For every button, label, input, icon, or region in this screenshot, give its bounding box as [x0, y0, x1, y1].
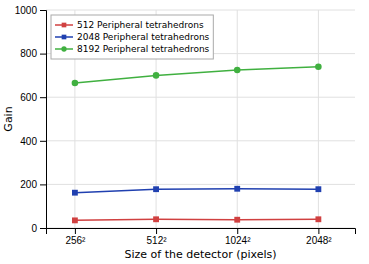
- series: [72, 63, 322, 86]
- series-point: [234, 217, 240, 223]
- x-tick-mark: [318, 228, 319, 234]
- legend: 512 Peripheral tetrahedrons 2048 Peripher…: [51, 15, 213, 59]
- series-point: [153, 186, 159, 192]
- legend-swatch-marker: [62, 35, 67, 40]
- x-tick: 1024²: [225, 228, 251, 246]
- grid-line-x: [318, 10, 319, 228]
- y-tick: 800: [20, 48, 46, 59]
- y-tick: 0: [31, 223, 46, 234]
- y-tick-mark: [40, 141, 46, 142]
- legend-swatch-marker: [62, 23, 67, 28]
- y-tick: 400: [20, 136, 46, 147]
- plot: 256² 512² 1024² 2048² 0 200 400 600 800 1000 512 P…: [15, 5, 356, 246]
- x-axis-title: Size of the detector (pixels): [124, 248, 276, 261]
- x-tick-label: 256²: [65, 235, 86, 246]
- y-tick-label: 800: [20, 48, 37, 59]
- x-tick-label: 512²: [147, 235, 168, 246]
- y-tick-label: 200: [20, 179, 37, 190]
- series-point: [72, 80, 79, 87]
- y-tick-mark: [40, 97, 46, 98]
- series-line: [75, 67, 318, 83]
- series-point: [153, 216, 159, 222]
- marks: [72, 63, 322, 223]
- y-tick-mark: [40, 10, 46, 11]
- legend-box: [51, 15, 213, 59]
- legend-swatch-marker: [61, 46, 66, 51]
- legend-item: 8192 Peripheral tetrahedrons: [55, 44, 210, 54]
- grid-line-y: [46, 184, 355, 185]
- y-tick-label: 1000: [15, 5, 38, 16]
- legend-label: 8192 Peripheral tetrahedrons: [77, 44, 210, 54]
- y-tick-label: 0: [31, 223, 37, 234]
- x-tick-mark: [75, 228, 76, 234]
- x-tick: 2048²: [306, 228, 332, 246]
- legend-label: 512 Peripheral tetrahedrons: [77, 20, 204, 30]
- x-tick-label: 2048²: [306, 235, 332, 246]
- series-point: [234, 67, 241, 74]
- grid-line-y: [46, 10, 355, 11]
- series-line: [75, 219, 318, 220]
- y-tick: 1000: [15, 5, 46, 16]
- grid: [46, 10, 355, 228]
- y-axis-line: [40, 11, 47, 229]
- series-point: [315, 63, 322, 70]
- series-point: [315, 186, 321, 192]
- y-tick-mark: [40, 228, 46, 229]
- grid-line-y: [46, 97, 355, 98]
- y-tick: 200: [20, 179, 46, 190]
- y-tick-mark: [40, 54, 46, 55]
- legend-label: 2048 Peripheral tetrahedrons: [77, 32, 210, 42]
- series: [72, 216, 321, 223]
- x-tick-mark: [237, 228, 238, 234]
- series-point: [315, 216, 321, 222]
- x-tick: 256²: [65, 228, 86, 246]
- x-axis-line: [47, 229, 356, 235]
- x-tick-label: 1024²: [225, 235, 251, 246]
- y-tick: 600: [20, 92, 46, 103]
- grid-line-x: [237, 10, 238, 228]
- chart: 256² 512² 1024² 2048² 0 200 400 600 800 1000 512 P…: [0, 0, 369, 264]
- y-tick-mark: [40, 184, 46, 185]
- y-axis: 0 200 400 600 800 1000: [15, 5, 47, 234]
- x-axis: 256² 512² 1024² 2048²: [47, 228, 356, 246]
- legend-item: 512 Peripheral tetrahedrons: [55, 20, 204, 30]
- series-point: [72, 217, 78, 223]
- series-line: [75, 189, 318, 193]
- series-point: [234, 186, 240, 192]
- y-axis-title: Gain: [2, 106, 15, 131]
- series-point: [72, 190, 78, 196]
- x-tick-mark: [156, 228, 157, 234]
- legend-item: 2048 Peripheral tetrahedrons: [55, 32, 210, 42]
- series: [72, 186, 321, 196]
- grid-line-y: [46, 140, 355, 141]
- y-tick-label: 600: [20, 92, 37, 103]
- y-tick-label: 400: [20, 136, 37, 147]
- series-point: [153, 72, 160, 79]
- x-tick: 512²: [147, 228, 168, 246]
